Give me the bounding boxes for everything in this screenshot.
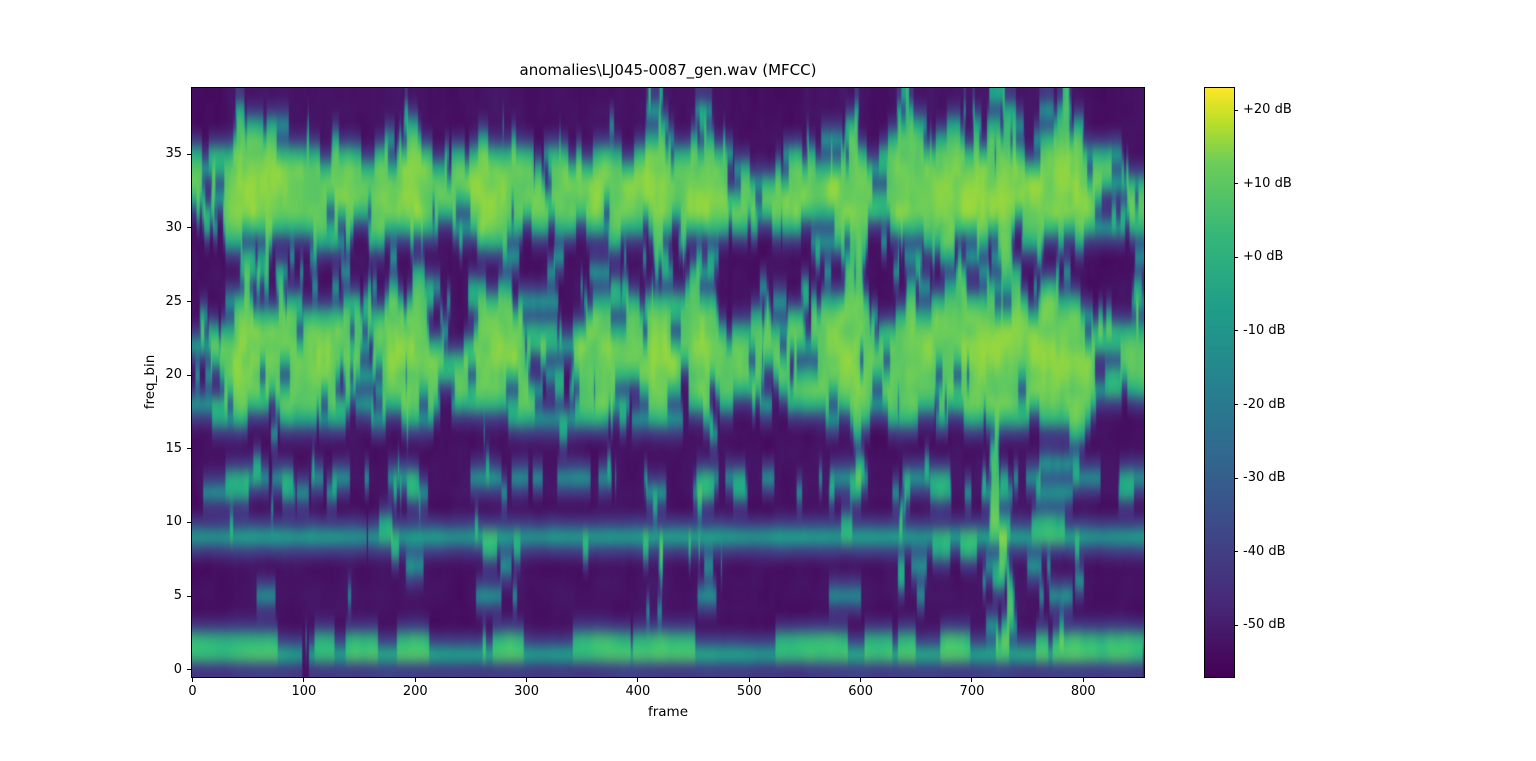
- colorbar-tick: [1234, 404, 1238, 406]
- x-axis-tick-label: 0: [188, 684, 197, 699]
- colorbar-tick-label: -10 dB: [1243, 322, 1286, 338]
- colorbar-tick: [1234, 330, 1238, 332]
- x-axis-tick: [637, 678, 639, 682]
- colorbar: [1204, 87, 1235, 678]
- x-axis-tick-label: 700: [959, 684, 985, 699]
- y-axis-tick: [187, 301, 191, 302]
- y-axis-tick: [187, 374, 191, 376]
- y-axis-tick: [187, 595, 191, 597]
- colorbar-tick-label: -30 dB: [1243, 470, 1286, 486]
- colorbar-gradient: [1205, 88, 1234, 677]
- x-axis-tick-label: 100: [291, 684, 317, 699]
- colorbar-tick-label: -40 dB: [1243, 543, 1286, 559]
- colorbar-tick: [1234, 256, 1238, 258]
- x-axis-tick: [1082, 678, 1084, 682]
- axes-area: [191, 87, 1145, 678]
- y-axis-tick-label: 0: [173, 661, 182, 677]
- colorbar-tick: [1234, 109, 1238, 111]
- x-axis-tick-label: 300: [514, 684, 539, 699]
- x-axis-tick-label: 500: [736, 684, 762, 699]
- x-axis-tick-label: 600: [848, 684, 874, 699]
- x-axis-tick: [414, 678, 416, 682]
- x-axis-tick: [971, 678, 973, 682]
- colorbar-tick-label: -20 dB: [1243, 396, 1286, 412]
- x-axis-tick: [526, 678, 528, 682]
- x-axis-tick: [303, 678, 305, 682]
- y-axis-tick: [187, 227, 191, 229]
- mfcc-heatmap-image: [192, 88, 1144, 677]
- colorbar-tick: [1234, 551, 1238, 553]
- y-axis-tick-label: 5: [173, 588, 182, 603]
- y-axis-tick: [187, 448, 191, 450]
- y-axis-tick: [187, 521, 191, 523]
- y-axis-tick-label: 30: [165, 219, 182, 235]
- x-axis-tick: [192, 678, 194, 682]
- colorbar-tick-label: +20 dB: [1243, 102, 1292, 118]
- x-axis-tick: [860, 678, 862, 682]
- y-axis-tick-label: 35: [165, 146, 182, 162]
- y-axis-tick-label: 20: [165, 367, 182, 383]
- x-axis-tick-label: 400: [625, 684, 651, 699]
- colorbar-tick-label: +10 dB: [1243, 175, 1292, 191]
- y-axis-tick-label: 25: [165, 293, 182, 309]
- y-axis-tick-label: 10: [165, 514, 182, 530]
- x-axis-tick-label: 800: [1070, 684, 1096, 699]
- y-axis-tick: [187, 153, 191, 155]
- colorbar-tick-label: +0 dB: [1243, 249, 1284, 265]
- y-axis-tick: [187, 669, 191, 671]
- colorbar-tick-label: -50 dB: [1243, 617, 1286, 633]
- y-axis-tick-label: 15: [165, 440, 182, 456]
- colorbar-tick: [1234, 183, 1238, 185]
- colorbar-tick: [1234, 624, 1238, 626]
- colorbar-tick: [1234, 477, 1238, 479]
- x-axis-tick-label: 200: [402, 684, 428, 699]
- x-axis-label: frame: [647, 704, 689, 720]
- x-axis-tick: [748, 678, 750, 682]
- plot-title: anomalies\LJ045-0087_gen.wav (MFCC): [519, 61, 817, 79]
